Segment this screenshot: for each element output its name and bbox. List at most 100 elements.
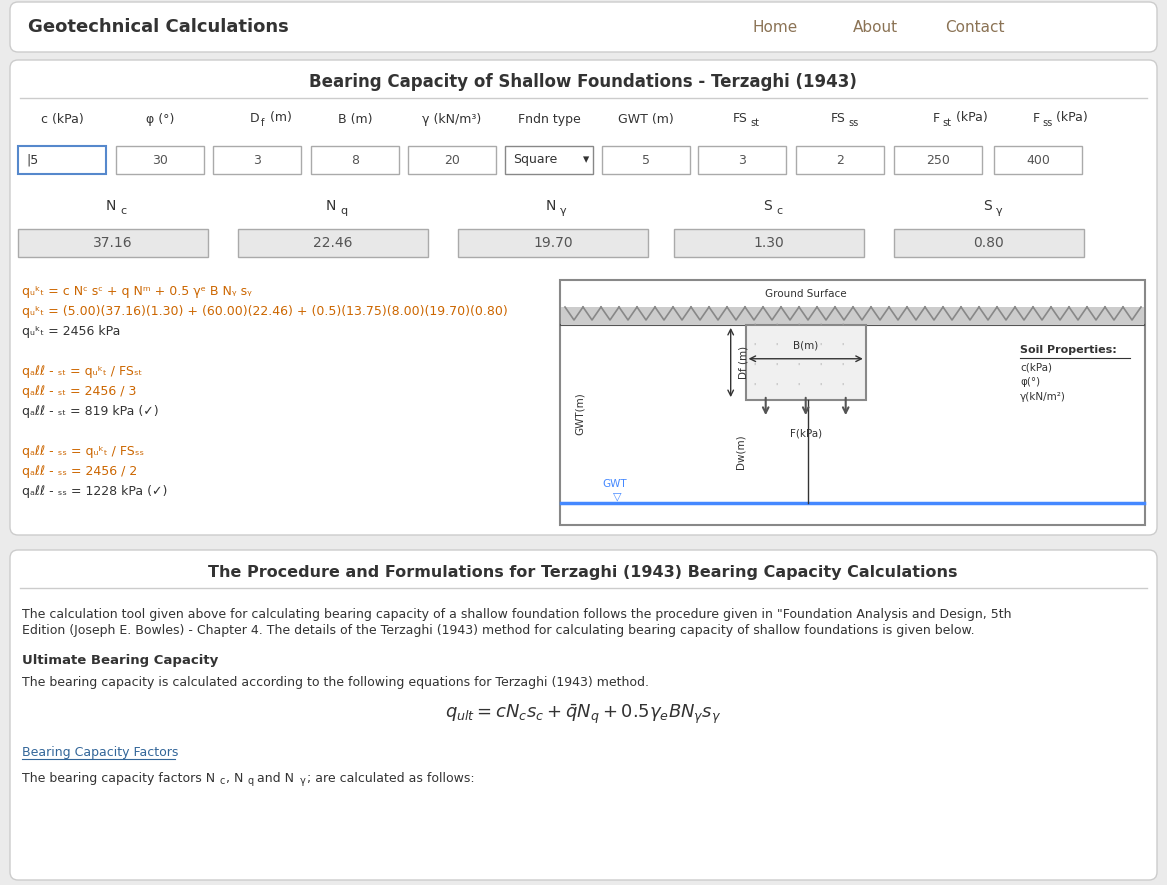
Text: 5: 5	[642, 153, 650, 166]
Text: , N: , N	[226, 772, 244, 785]
Text: Bearing Capacity of Shallow Foundations - Terzaghi (1943): Bearing Capacity of Shallow Foundations …	[309, 73, 857, 91]
Text: Ultimate Bearing Capacity: Ultimate Bearing Capacity	[22, 654, 218, 667]
Text: (kPa): (kPa)	[1051, 112, 1088, 125]
Text: γ: γ	[560, 206, 567, 216]
Text: 3: 3	[253, 153, 261, 166]
Text: st: st	[750, 118, 759, 128]
Text: c: c	[776, 206, 782, 216]
Text: 22.46: 22.46	[313, 236, 352, 250]
FancyBboxPatch shape	[675, 229, 864, 257]
Text: c (kPa): c (kPa)	[41, 113, 83, 127]
Text: φ (°): φ (°)	[146, 113, 174, 127]
FancyBboxPatch shape	[894, 229, 1084, 257]
FancyBboxPatch shape	[698, 146, 787, 174]
Text: D: D	[250, 112, 260, 125]
FancyBboxPatch shape	[11, 2, 1156, 52]
Text: ': '	[798, 383, 799, 392]
Text: N: N	[326, 199, 336, 213]
FancyBboxPatch shape	[994, 146, 1082, 174]
FancyBboxPatch shape	[310, 146, 399, 174]
Text: qₐℓℓ - ₛₜ = 2456 / 3: qₐℓℓ - ₛₜ = 2456 / 3	[22, 385, 137, 398]
Text: ': '	[841, 323, 844, 332]
Text: ': '	[776, 383, 778, 392]
Text: F: F	[1033, 112, 1040, 125]
FancyBboxPatch shape	[746, 325, 866, 400]
FancyBboxPatch shape	[11, 550, 1156, 880]
Text: Bearing Capacity Factors: Bearing Capacity Factors	[22, 746, 179, 759]
Text: ss: ss	[848, 118, 858, 128]
FancyBboxPatch shape	[796, 146, 883, 174]
FancyBboxPatch shape	[602, 146, 690, 174]
Text: GWT: GWT	[602, 479, 628, 489]
Text: Soil Properties:: Soil Properties:	[1020, 345, 1117, 355]
Text: Dw(m): Dw(m)	[735, 435, 746, 469]
Text: ': '	[819, 323, 822, 332]
Text: qₐℓℓ - ₛₛ = 2456 / 2: qₐℓℓ - ₛₛ = 2456 / 2	[22, 465, 138, 478]
Text: γ: γ	[300, 776, 306, 786]
Text: ▾: ▾	[584, 153, 589, 166]
Text: γ (kN/m³): γ (kN/m³)	[422, 113, 482, 127]
Text: 20: 20	[445, 153, 460, 166]
Text: Ground Surface: Ground Surface	[764, 289, 846, 299]
Text: N: N	[546, 199, 557, 213]
Text: qₐℓℓ - ₛₜ = qᵤᵏₜ / FSₛₜ: qₐℓℓ - ₛₜ = qᵤᵏₜ / FSₛₜ	[22, 365, 142, 378]
Text: ': '	[819, 343, 822, 352]
Text: ': '	[754, 343, 756, 352]
Text: |5: |5	[26, 153, 39, 166]
Text: ': '	[798, 343, 799, 352]
Text: The bearing capacity factors N: The bearing capacity factors N	[22, 772, 215, 785]
FancyBboxPatch shape	[238, 229, 428, 257]
Text: ss: ss	[1042, 118, 1053, 128]
Text: qᵤᵏₜ = c Nᶜ sᶜ + q Nᵐ + 0.5 γᵉ B Nᵧ sᵧ: qᵤᵏₜ = c Nᶜ sᶜ + q Nᵐ + 0.5 γᵉ B Nᵧ sᵧ	[22, 285, 252, 298]
Text: 3: 3	[738, 153, 746, 166]
FancyBboxPatch shape	[18, 146, 106, 174]
Text: GWT(m): GWT(m)	[575, 393, 585, 435]
Text: 30: 30	[152, 153, 168, 166]
Text: 2: 2	[836, 153, 844, 166]
Text: Square: Square	[513, 153, 558, 166]
Text: ': '	[798, 363, 799, 372]
Text: c(kPa): c(kPa)	[1020, 362, 1051, 372]
Text: Contact: Contact	[945, 19, 1005, 35]
Text: Geotechnical Calculations: Geotechnical Calculations	[28, 18, 288, 36]
Text: qₐℓℓ - ₛₛ = 1228 kPa (✓): qₐℓℓ - ₛₛ = 1228 kPa (✓)	[22, 485, 167, 498]
Text: Fndn type: Fndn type	[518, 113, 580, 127]
Text: Home: Home	[753, 19, 797, 35]
Text: Df (m): Df (m)	[739, 346, 749, 379]
Text: γ: γ	[995, 206, 1002, 216]
Text: ': '	[754, 363, 756, 372]
FancyBboxPatch shape	[408, 146, 496, 174]
Text: qᵤᵏₜ = (5.00)(37.16)(1.30) + (60.00)(22.46) + (0.5)(13.75)(8.00)(19.70)(0.80): qᵤᵏₜ = (5.00)(37.16)(1.30) + (60.00)(22.…	[22, 305, 508, 318]
Text: The Procedure and Formulations for Terzaghi (1943) Bearing Capacity Calculations: The Procedure and Formulations for Terza…	[208, 565, 958, 580]
Text: F: F	[932, 112, 939, 125]
Text: GWT (m): GWT (m)	[619, 113, 673, 127]
Text: 250: 250	[927, 153, 950, 166]
Text: st: st	[942, 118, 951, 128]
Text: and N: and N	[253, 772, 294, 785]
Text: qᵤᵏₜ = 2456 kPa: qᵤᵏₜ = 2456 kPa	[22, 325, 120, 338]
Text: q: q	[247, 776, 253, 786]
FancyBboxPatch shape	[457, 229, 648, 257]
Text: γ(kN/m²): γ(kN/m²)	[1020, 392, 1065, 402]
FancyBboxPatch shape	[11, 60, 1156, 535]
Text: ': '	[754, 383, 756, 392]
Text: The bearing capacity is calculated according to the following equations for Terz: The bearing capacity is calculated accor…	[22, 676, 649, 689]
FancyBboxPatch shape	[560, 280, 1145, 525]
FancyBboxPatch shape	[561, 307, 1144, 325]
Text: S: S	[762, 199, 771, 213]
Text: ': '	[754, 323, 756, 332]
FancyBboxPatch shape	[116, 146, 204, 174]
Text: About: About	[852, 19, 897, 35]
Text: c: c	[221, 776, 225, 786]
Text: qₐℓℓ - ₛₜ = 819 kPa (✓): qₐℓℓ - ₛₜ = 819 kPa (✓)	[22, 405, 159, 418]
Text: ▽: ▽	[613, 491, 621, 501]
Text: 400: 400	[1026, 153, 1050, 166]
FancyBboxPatch shape	[894, 146, 981, 174]
Text: ': '	[841, 343, 844, 352]
FancyBboxPatch shape	[505, 146, 593, 174]
Text: c: c	[120, 206, 126, 216]
Text: ': '	[841, 363, 844, 372]
Text: B(m): B(m)	[794, 341, 818, 350]
Text: 0.80: 0.80	[973, 236, 1005, 250]
Text: q: q	[340, 206, 347, 216]
